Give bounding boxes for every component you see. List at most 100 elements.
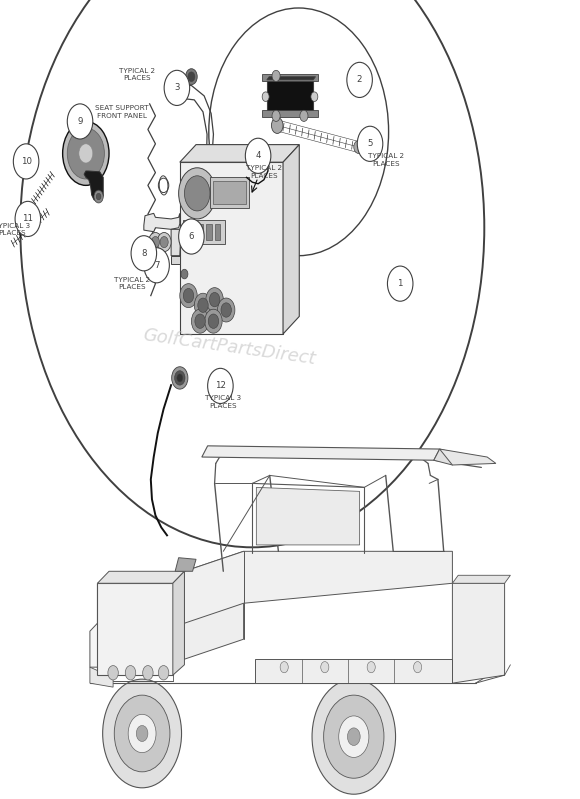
Circle shape <box>183 288 194 303</box>
Circle shape <box>63 121 109 185</box>
Circle shape <box>148 233 162 252</box>
Circle shape <box>347 62 372 97</box>
Circle shape <box>271 117 283 133</box>
Circle shape <box>221 303 231 317</box>
Circle shape <box>312 679 396 794</box>
Circle shape <box>15 201 41 237</box>
Polygon shape <box>206 224 212 240</box>
Circle shape <box>67 128 104 179</box>
Circle shape <box>300 110 308 121</box>
Text: 11: 11 <box>23 214 33 224</box>
Polygon shape <box>440 449 496 465</box>
Polygon shape <box>255 659 452 683</box>
Polygon shape <box>180 162 283 334</box>
Polygon shape <box>175 558 196 571</box>
Circle shape <box>218 298 235 322</box>
Circle shape <box>179 219 204 254</box>
Polygon shape <box>171 229 181 256</box>
Circle shape <box>321 662 329 673</box>
Text: 3: 3 <box>174 83 180 93</box>
Polygon shape <box>97 583 173 675</box>
Text: 10: 10 <box>21 157 31 166</box>
Circle shape <box>96 193 101 200</box>
Circle shape <box>414 662 422 673</box>
Polygon shape <box>262 74 318 81</box>
Text: 6: 6 <box>188 232 194 241</box>
Circle shape <box>186 69 197 85</box>
Text: TYPICAL 2
PLACES: TYPICAL 2 PLACES <box>114 277 150 290</box>
Text: GolfCartPartsDirect: GolfCartPartsDirect <box>142 327 317 368</box>
Polygon shape <box>180 145 299 162</box>
Text: 1: 1 <box>397 279 403 288</box>
Polygon shape <box>267 80 313 113</box>
Circle shape <box>324 695 384 778</box>
Text: 9: 9 <box>77 117 83 126</box>
Circle shape <box>180 284 197 308</box>
Polygon shape <box>262 110 318 117</box>
Polygon shape <box>202 446 440 460</box>
Circle shape <box>177 374 183 382</box>
Circle shape <box>67 104 93 139</box>
Text: 2: 2 <box>357 75 362 85</box>
Circle shape <box>131 236 157 271</box>
Circle shape <box>311 92 318 101</box>
Circle shape <box>143 666 153 680</box>
Circle shape <box>94 190 103 203</box>
Text: TYPICAL 3
PLACES: TYPICAL 3 PLACES <box>205 396 241 408</box>
Circle shape <box>205 309 222 333</box>
Circle shape <box>188 72 195 81</box>
Circle shape <box>164 70 190 105</box>
Text: 8: 8 <box>141 248 147 258</box>
Circle shape <box>339 716 369 757</box>
Circle shape <box>13 144 39 179</box>
Polygon shape <box>434 449 458 465</box>
Polygon shape <box>84 171 103 201</box>
Polygon shape <box>215 224 220 240</box>
Circle shape <box>114 695 170 772</box>
Polygon shape <box>183 220 225 244</box>
Circle shape <box>354 141 363 153</box>
Circle shape <box>280 662 288 673</box>
Polygon shape <box>213 181 246 204</box>
Circle shape <box>79 144 93 163</box>
Circle shape <box>367 662 375 673</box>
Circle shape <box>272 110 280 121</box>
Polygon shape <box>452 583 505 683</box>
Circle shape <box>103 679 182 788</box>
Circle shape <box>347 728 360 745</box>
Circle shape <box>125 666 136 680</box>
Polygon shape <box>97 571 184 583</box>
Polygon shape <box>197 224 203 240</box>
Text: SEAT SUPPORT
FRONT PANEL: SEAT SUPPORT FRONT PANEL <box>95 105 148 118</box>
Circle shape <box>179 168 216 219</box>
Polygon shape <box>184 551 244 659</box>
Text: 4: 4 <box>255 151 261 161</box>
Polygon shape <box>452 575 510 583</box>
Polygon shape <box>184 551 452 623</box>
Circle shape <box>262 92 269 101</box>
Circle shape <box>198 298 208 312</box>
Polygon shape <box>171 256 180 264</box>
Circle shape <box>175 371 185 385</box>
Circle shape <box>136 725 148 741</box>
Circle shape <box>209 292 220 307</box>
Polygon shape <box>90 583 130 667</box>
Circle shape <box>157 233 171 252</box>
Polygon shape <box>90 667 113 687</box>
Circle shape <box>195 314 205 328</box>
Circle shape <box>158 666 169 680</box>
Text: 12: 12 <box>215 381 226 391</box>
Text: TYPICAL 3
PLACES: TYPICAL 3 PLACES <box>0 223 30 236</box>
Circle shape <box>108 666 118 680</box>
Text: TYPICAL 2
PLACES: TYPICAL 2 PLACES <box>246 165 282 178</box>
Text: TYPICAL 2
PLACES: TYPICAL 2 PLACES <box>119 68 155 81</box>
Circle shape <box>272 70 280 81</box>
Circle shape <box>184 176 210 211</box>
Circle shape <box>151 237 160 248</box>
Circle shape <box>181 269 188 279</box>
Polygon shape <box>144 213 180 232</box>
Circle shape <box>206 288 223 312</box>
Circle shape <box>160 237 168 248</box>
Text: TYPICAL 2
PLACES: TYPICAL 2 PLACES <box>368 153 404 166</box>
Circle shape <box>245 138 271 173</box>
